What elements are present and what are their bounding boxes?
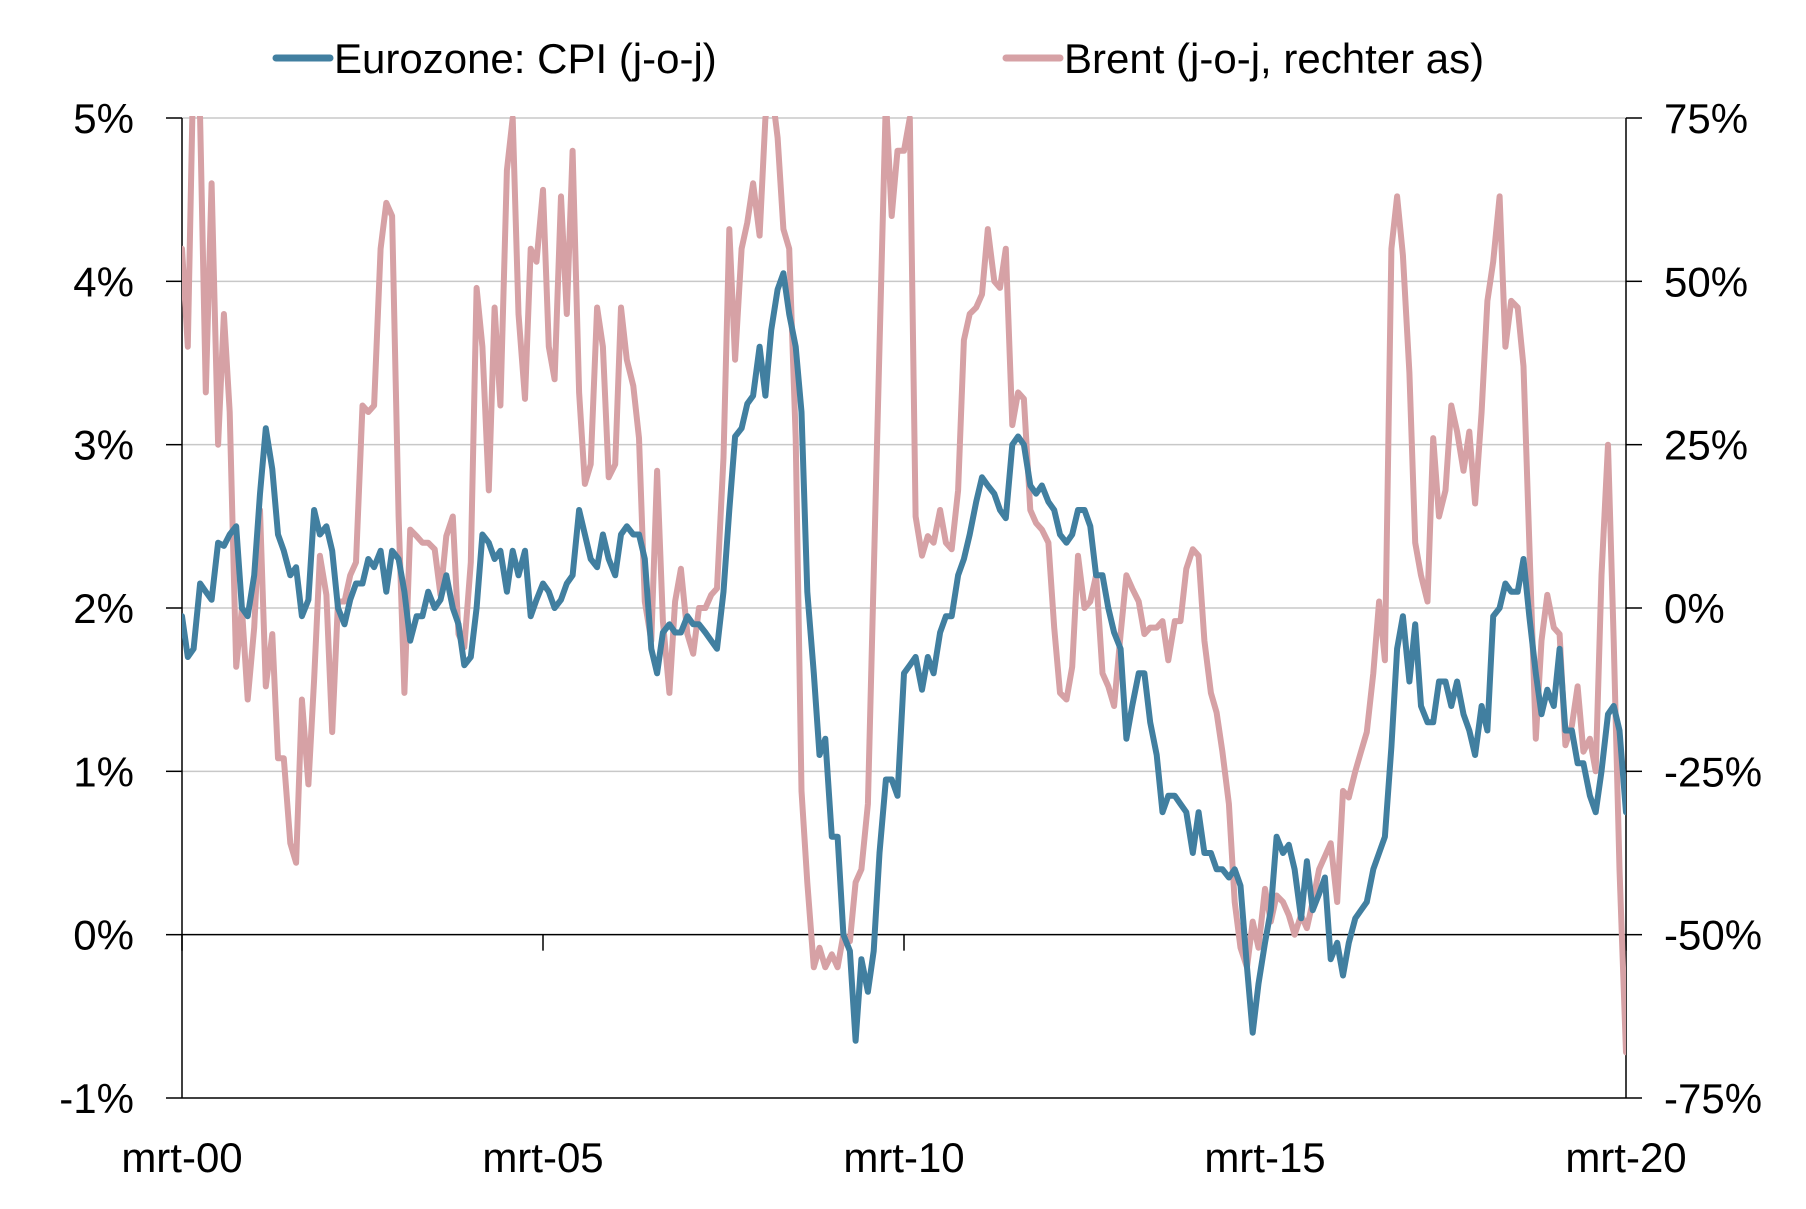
x-tick-label-0: mrt-00: [121, 1134, 242, 1181]
x-tick-label-3: mrt-15: [1204, 1134, 1325, 1181]
y-right-tick-label-5: 50%: [1664, 258, 1748, 305]
series-line-cpi: [182, 270, 1626, 1044]
legend-label-cpi: Eurozone: CPI (j-o-j): [334, 35, 717, 82]
legend-label-brent: Brent (j-o-j, rechter as): [1064, 35, 1484, 82]
axes: -1% 0% 1% 2% 3% 4% 5% -75% -50% -25% 0% 25% 50% 75% mr…: [59, 95, 1762, 1181]
x-tick-label-2: mrt-10: [843, 1134, 964, 1181]
series-line-brent: [182, 116, 1626, 1056]
y-left-tick-label-3: 2%: [73, 585, 134, 632]
y-right-tick-label-4: 25%: [1664, 422, 1748, 469]
y-right-tick-label-1: -50%: [1664, 912, 1762, 959]
series-lines: [182, 116, 1626, 1056]
legend: Eurozone: CPI (j-o-j) Brent (j-o-j, rech…: [272, 35, 1484, 82]
y-left-tick-label-4: 3%: [73, 422, 134, 469]
y-right-tick-label-6: 75%: [1664, 95, 1748, 142]
x-tick-label-4: mrt-20: [1565, 1134, 1686, 1181]
y-left-tick-label-5: 4%: [73, 258, 134, 305]
y-left-tick-label-0: -1%: [59, 1075, 134, 1122]
y-right-tick-label-0: -75%: [1664, 1075, 1762, 1122]
y-left-tick-label-1: 0%: [73, 912, 134, 959]
x-tick-label-1: mrt-05: [482, 1134, 603, 1181]
y-right-tick-label-3: 0%: [1664, 585, 1725, 632]
y-left-tick-label-2: 1%: [73, 748, 134, 795]
y-left-tick-label-6: 5%: [73, 95, 134, 142]
y-right-tick-label-2: -25%: [1664, 748, 1762, 795]
